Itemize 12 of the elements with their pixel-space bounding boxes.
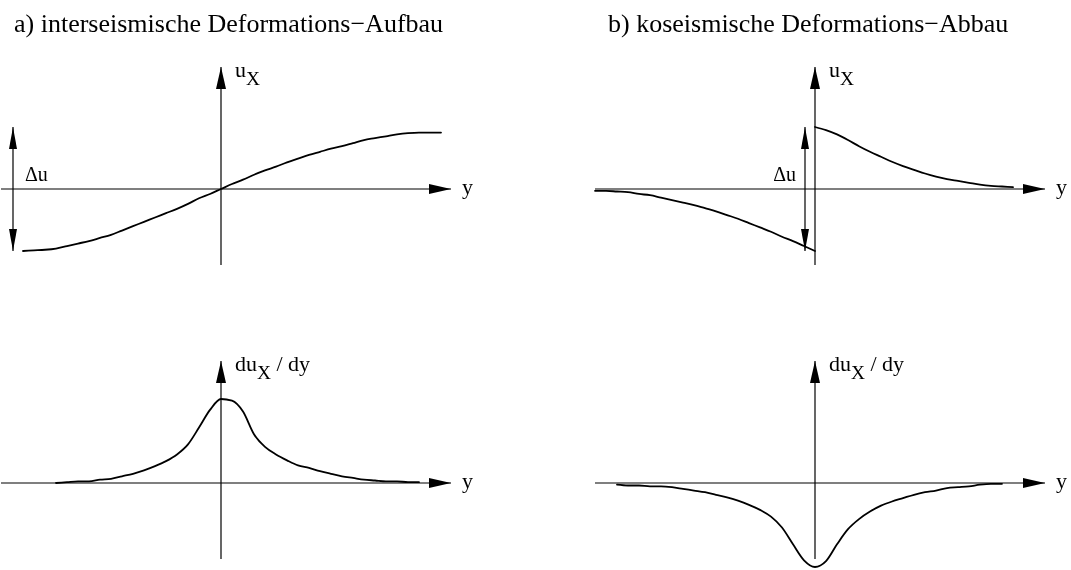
x-axis-title: y	[1056, 174, 1067, 199]
x-axis-title: y	[462, 174, 473, 199]
x-axis-title: y	[1056, 468, 1067, 493]
x-axis-title: y	[462, 468, 473, 493]
chart-title: a) interseismische Deformations−Aufbau	[14, 9, 444, 38]
annotation: Δu	[773, 163, 796, 185]
chart-title: b) koseismische Deformations−Abbau	[608, 9, 1009, 38]
y-axis-title: du$_{X}$ / dy	[829, 351, 905, 383]
y-axis-title: u$_{X}$	[235, 57, 260, 89]
y-axis-title: u$_{X}$	[829, 57, 854, 89]
y-axis-title: du$_{X}$ / dy	[235, 351, 311, 383]
annotation: Δu	[25, 163, 48, 185]
